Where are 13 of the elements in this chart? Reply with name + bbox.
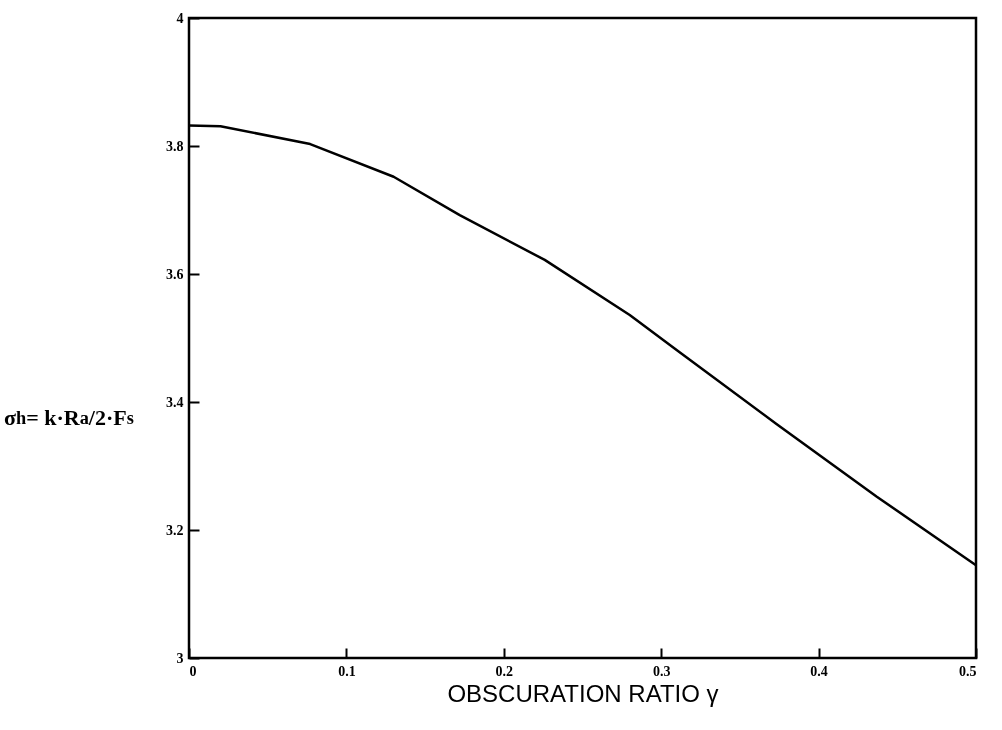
x-tick-label: 0.4 xyxy=(810,663,828,679)
y-tick-label: 4 xyxy=(176,10,184,26)
x-tick-label: 0 xyxy=(189,663,197,679)
y-tick-label: 3.4 xyxy=(166,394,184,410)
y-tick-label: 3.8 xyxy=(166,138,184,154)
x-tick-label: 0.5 xyxy=(959,663,977,679)
x-tick-label: 0.3 xyxy=(652,663,671,679)
y-tick-label: 3.2 xyxy=(166,522,184,538)
y-tick-label: 3.6 xyxy=(166,266,184,282)
y-tick-label: 3 xyxy=(176,650,184,666)
x-axis-title: OBSCURATION RATIO γ xyxy=(447,679,719,707)
x-tick-label: 0.1 xyxy=(338,663,356,679)
x-tick-label: 0.2 xyxy=(495,663,514,679)
